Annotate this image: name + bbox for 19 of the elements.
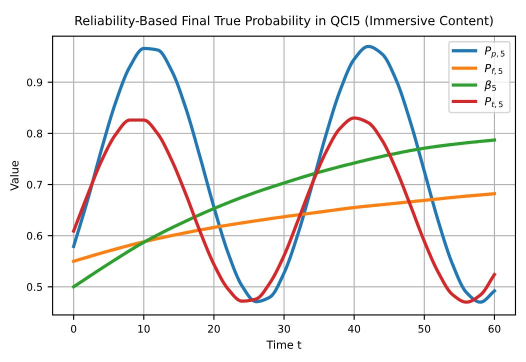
x-tick-label: 60 bbox=[488, 324, 500, 333]
legend-label: P$_{p,5}$ bbox=[484, 46, 504, 58]
chart-title: Reliability-Based Final True Probability in QCI5 (Immersive Content) bbox=[76, 16, 493, 28]
y-tick-label: 0.9 bbox=[27, 78, 42, 86]
x-tick-label: 20 bbox=[208, 324, 220, 333]
legend-label: P$_{t,5}$ bbox=[484, 97, 503, 108]
x-tick-label: 0 bbox=[71, 324, 76, 333]
y-axis-title: Value bbox=[10, 160, 19, 191]
y-tick-label: 0.6 bbox=[27, 232, 42, 240]
x-tick-label: 10 bbox=[138, 324, 150, 333]
y-tick-label: 0.5 bbox=[27, 283, 42, 291]
x-tick-label: 50 bbox=[418, 324, 430, 333]
x-tick-label: 40 bbox=[348, 324, 360, 333]
legend-label: β$_{5}$ bbox=[484, 80, 496, 92]
y-tick-label: 0.7 bbox=[27, 180, 42, 189]
x-axis-title: Time t bbox=[266, 340, 302, 349]
x-tick-label: 30 bbox=[278, 324, 290, 333]
y-tick-label: 0.8 bbox=[27, 130, 42, 138]
legend-label: P$_{f,5}$ bbox=[484, 64, 502, 75]
